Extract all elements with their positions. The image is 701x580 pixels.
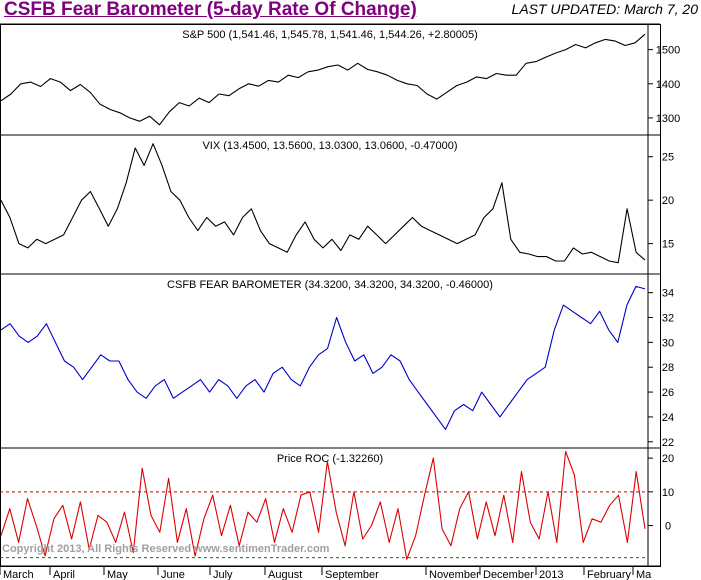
roc-series-line xyxy=(0,450,646,560)
csfb-tick-label: 30 xyxy=(662,337,674,349)
csfb-tick-label: 28 xyxy=(662,362,674,374)
roc-tick-label: 0 xyxy=(665,521,671,533)
roc-tick-label: 10 xyxy=(662,487,674,499)
csfb-tick-label: 32 xyxy=(662,313,674,325)
x-tick-label: August xyxy=(268,569,302,580)
x-tick-label: November xyxy=(429,569,480,580)
x-tick-label: May xyxy=(107,569,128,580)
x-tick-label: July xyxy=(213,569,233,580)
roc-title: Price ROC (-1.32260) xyxy=(277,453,383,465)
sp500-tick-label: 1300 xyxy=(656,113,680,125)
x-tick-label: June xyxy=(161,569,185,580)
csfb-tick-label: 22 xyxy=(662,437,674,449)
x-tick-label: April xyxy=(53,569,75,580)
vix-tick-label: 25 xyxy=(662,152,674,164)
x-tick-label: December xyxy=(483,569,534,580)
vix-series-line xyxy=(0,143,646,264)
vix-tick-label: 20 xyxy=(662,195,674,207)
csfb-tick-label: 24 xyxy=(662,412,674,424)
sp500-title: S&P 500 (1,541.46, 1,545.78, 1,541.46, 1… xyxy=(182,29,478,41)
vix-title: VIX (13.4500, 13.5600, 13.0300, 13.0600,… xyxy=(202,140,457,152)
x-tick-label: 2013 xyxy=(539,569,563,580)
csfb-title: CSFB FEAR BAROMETER (34.3200, 34.3200, 3… xyxy=(167,279,493,291)
sp500-series-line xyxy=(0,33,646,126)
csfb-series-line xyxy=(0,285,646,430)
x-tick-label: Ma xyxy=(636,569,652,580)
sp500-tick-label: 1500 xyxy=(656,45,680,57)
last-updated: LAST UPDATED: March 7, 20 xyxy=(511,1,698,17)
page-title: CSFB Fear Barometer (5-day Rate Of Chang… xyxy=(4,0,417,20)
vix-tick-label: 15 xyxy=(662,239,674,251)
roc-tick-label: 20 xyxy=(662,453,674,465)
csfb-tick-label: 34 xyxy=(662,288,674,300)
x-tick-label: September xyxy=(325,569,379,580)
sp500-tick-label: 1400 xyxy=(656,79,680,91)
csfb-tick-label: 26 xyxy=(662,387,674,399)
x-tick-label: March xyxy=(3,569,34,580)
x-tick-label: February xyxy=(587,569,632,580)
copyright-text: Copyright 2013, All Rights Reserved www.… xyxy=(2,543,330,555)
chart-frame xyxy=(0,24,661,567)
